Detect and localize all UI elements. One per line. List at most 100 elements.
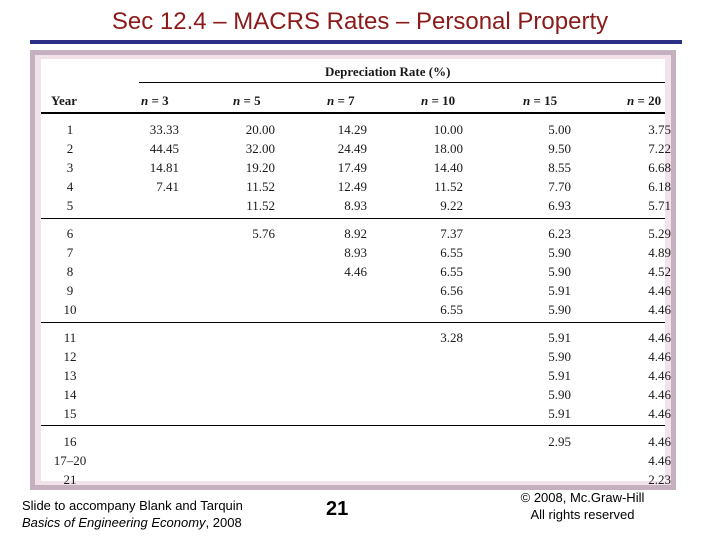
- column-header-n: n = 3: [141, 93, 169, 108]
- rate-cell: 6.23: [548, 226, 571, 241]
- rate-cell: 6.56: [440, 283, 463, 298]
- footer-line-1: Slide to accompany Blank and Tarquin: [22, 498, 243, 513]
- year-cell: 16: [63, 434, 77, 449]
- rate-cell: 6.18: [648, 179, 671, 194]
- year-cell: 13: [63, 368, 77, 383]
- rate-cell: 6.93: [548, 198, 571, 213]
- group-header: Depreciation Rate (%): [325, 64, 451, 79]
- year-cell: 21: [63, 472, 77, 487]
- macrs-table-image: Depreciation Rate (%) Year n = 3 n = 5 n =…: [30, 50, 676, 490]
- rate-cell: 8.93: [344, 198, 367, 213]
- rate-cell: 6.55: [440, 302, 463, 317]
- year-cell: 3: [66, 160, 74, 175]
- rate-cell: 4.52: [648, 264, 671, 279]
- rate-cell: 11.52: [246, 179, 275, 194]
- rate-cell: 4.46: [648, 434, 671, 449]
- year-cell: 17–20: [53, 453, 87, 468]
- year-cell: 15: [63, 406, 77, 421]
- rate-cell: 3.75: [648, 122, 671, 137]
- rate-cell: 19.20: [245, 160, 275, 175]
- year-cell: 14: [63, 387, 77, 402]
- rate-cell: 5.76: [252, 226, 275, 241]
- footer-copyright: © 2008, Mc.Graw-Hill All rights reserved: [500, 489, 665, 523]
- macrs-rate-table: Depreciation Rate (%) Year n = 3 n = 5 n =…: [41, 59, 671, 487]
- footer-line-2: Basics of Engineering Economy, 2008: [22, 514, 243, 531]
- rate-cell: 6.55: [440, 245, 463, 260]
- rate-cell: 7.70: [548, 179, 571, 194]
- rate-cell: 4.89: [648, 245, 671, 260]
- rate-cell: 6.55: [440, 264, 463, 279]
- rate-cell: 5.91: [548, 330, 571, 345]
- title-underline: [30, 40, 682, 44]
- rate-cell: 14.40: [433, 160, 463, 175]
- copyright-line-2: All rights reserved: [530, 507, 635, 522]
- rate-cell: 4.46: [648, 406, 671, 421]
- rate-cell: 33.33: [149, 122, 179, 137]
- rate-cell: 5.00: [548, 122, 571, 137]
- column-header-n: n = 20: [627, 93, 662, 108]
- column-header-n: n = 15: [523, 93, 558, 108]
- year-cell: 5: [66, 198, 74, 213]
- rate-cell: 4.46: [648, 283, 671, 298]
- rate-cell: 14.29: [337, 122, 367, 137]
- rate-cell: 11.52: [434, 179, 463, 194]
- rate-cell: 2.23: [648, 472, 671, 487]
- rate-cell: 5.90: [548, 264, 571, 279]
- rate-cell: 11.52: [246, 198, 275, 213]
- copyright-line-1: © 2008, Mc.Graw-Hill: [520, 490, 645, 505]
- year-cell: 7: [66, 245, 74, 260]
- year-cell: 8: [66, 264, 74, 279]
- rate-cell: 4.46: [648, 302, 671, 317]
- year-cell: 12: [63, 349, 77, 364]
- rate-cell: 5.90: [548, 302, 571, 317]
- rate-cell: 18.00: [433, 141, 463, 156]
- header-rule: [41, 112, 665, 114]
- slide-title: Sec 12.4 – MACRS Rates – Personal Proper…: [111, 8, 609, 35]
- group-rule-3: [41, 425, 665, 426]
- rate-cell: 44.45: [149, 141, 179, 156]
- rate-cell: 7.37: [440, 226, 463, 241]
- rate-cell: 3.28: [440, 330, 463, 345]
- rate-cell: 10.00: [433, 122, 463, 137]
- group-rule-1: [41, 218, 665, 219]
- year-cell: 2: [66, 141, 74, 156]
- rate-cell: 4.46: [648, 349, 671, 364]
- rate-cell: 7.22: [648, 141, 671, 156]
- year-cell: 4: [66, 179, 74, 194]
- year-cell: 10: [63, 302, 77, 317]
- rate-cell: 5.90: [548, 245, 571, 260]
- rate-cell: 12.49: [337, 179, 367, 194]
- rate-cell: 14.81: [149, 160, 179, 175]
- rate-cell: 4.46: [344, 264, 367, 279]
- column-header-n: n = 10: [421, 93, 456, 108]
- rate-cell: 2.95: [548, 434, 571, 449]
- rate-cell: 5.91: [548, 368, 571, 383]
- rate-cell: 20.00: [245, 122, 275, 137]
- rate-cell: 17.49: [337, 160, 367, 175]
- column-header-n: n = 7: [327, 93, 355, 108]
- year-cell: 1: [66, 122, 74, 137]
- rate-cell: 8.55: [548, 160, 571, 175]
- book-title: Basics of Engineering Economy: [22, 515, 206, 530]
- year-cell: 6: [66, 226, 74, 241]
- rate-cell: 5.90: [548, 387, 571, 402]
- page-number: 21: [326, 498, 349, 520]
- rate-cell: 4.46: [648, 387, 671, 402]
- rate-cell: 4.46: [648, 453, 671, 468]
- book-year: , 2008: [205, 515, 242, 530]
- rate-cell: 5.91: [548, 406, 571, 421]
- group-header-rule: [139, 82, 665, 83]
- year-header: Year: [51, 93, 77, 108]
- group-rule-2: [41, 322, 665, 323]
- footer-attribution: Slide to accompany Blank and Tarquin Bas…: [22, 497, 243, 531]
- rate-cell: 5.29: [648, 226, 671, 241]
- year-cell: 9: [66, 283, 74, 298]
- rate-cell: 8.92: [344, 226, 367, 241]
- rate-cell: 4.46: [648, 330, 671, 345]
- column-header-n: n = 5: [233, 93, 261, 108]
- year-cell: 11: [63, 330, 77, 345]
- rate-cell: 6.68: [648, 160, 671, 175]
- rate-cell: 7.41: [156, 179, 179, 194]
- rate-cell: 5.71: [648, 198, 671, 213]
- rate-cell: 4.46: [648, 368, 671, 383]
